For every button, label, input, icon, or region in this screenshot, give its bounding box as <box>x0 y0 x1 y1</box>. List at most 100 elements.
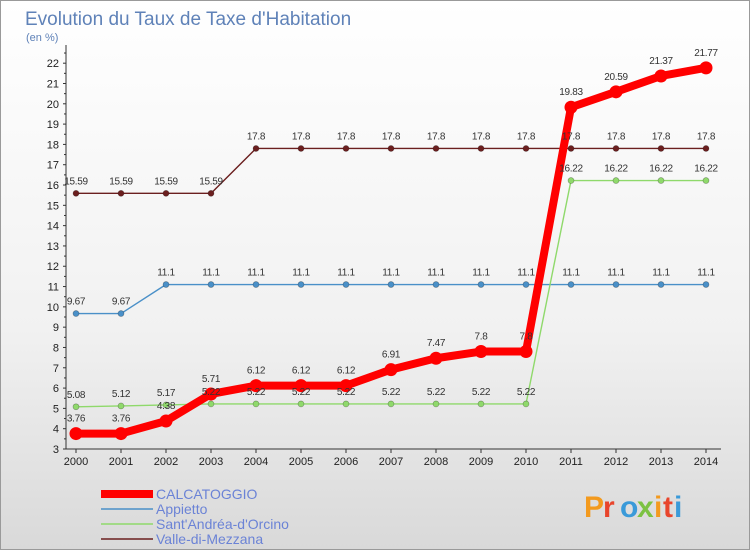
legend-label: Valle-di-Mezzana <box>156 531 263 547</box>
data-point <box>519 345 533 359</box>
data-labels: 3.76 3.76 4.38 5.71 6.12 6.12 6.12 6.91 7.47 7.8 7… <box>64 48 719 425</box>
data-point <box>252 400 260 408</box>
logo-letter: P <box>584 491 604 524</box>
data-point <box>114 427 128 441</box>
y-tick-label: 19 <box>47 119 59 131</box>
y-tick-label: 14 <box>47 221 59 233</box>
data-label: 11.1 <box>562 268 580 279</box>
proxiti-logo: Pr ox i t i <box>584 491 682 524</box>
data-point <box>342 400 350 408</box>
data-point <box>342 281 350 288</box>
y-tick-label: 3 <box>53 444 59 456</box>
data-label: 3.76 <box>112 414 131 425</box>
data-label: 6.12 <box>292 366 311 377</box>
x-tick-label: 2009 <box>469 456 493 468</box>
data-label: 7.8 <box>474 332 488 343</box>
data-label: 15.59 <box>154 176 178 187</box>
data-point <box>162 190 170 197</box>
data-point <box>162 401 170 409</box>
y-tick-label: 20 <box>47 99 59 111</box>
data-point <box>522 400 530 408</box>
logo-letter: i <box>654 491 662 524</box>
data-point <box>252 145 260 152</box>
data-point <box>657 145 665 152</box>
x-tick-label: 2007 <box>379 456 403 468</box>
logo-letter: x <box>637 491 654 524</box>
data-label: 5.22 <box>202 387 221 398</box>
data-point <box>117 402 125 410</box>
data-point <box>477 281 485 288</box>
data-label: 5.71 <box>202 374 221 385</box>
data-label: 11.1 <box>697 268 715 279</box>
data-label: 7.8 <box>519 332 533 343</box>
data-point <box>204 387 218 401</box>
data-point <box>609 85 623 99</box>
data-point <box>699 61 713 75</box>
data-label: 11.1 <box>427 268 445 279</box>
data-point <box>117 310 125 317</box>
data-point <box>294 379 308 393</box>
data-label: 5.22 <box>247 387 266 398</box>
y-tick-label: 18 <box>47 139 59 151</box>
x-tick-label: 2002 <box>154 456 178 468</box>
logo-letter: o <box>620 491 638 524</box>
series-line-0 <box>72 63 710 438</box>
series-layer <box>69 61 713 441</box>
y-tick-label: 7 <box>53 363 59 375</box>
y-tick-label: 12 <box>47 261 59 273</box>
data-point <box>477 400 485 408</box>
data-label: 5.22 <box>337 387 356 398</box>
data-label: 17.8 <box>382 131 401 142</box>
x-tick-label: 2001 <box>109 456 133 468</box>
legend: CALCATOGGIOAppiettoSant'Andréa-d'OrcinoV… <box>101 486 289 547</box>
chart-subtitle: (en %) <box>26 32 58 44</box>
data-label: 11.1 <box>517 268 535 279</box>
y-tick-label: 13 <box>47 241 59 253</box>
data-point <box>339 379 353 393</box>
data-label: 17.8 <box>472 131 491 142</box>
data-point <box>702 177 710 184</box>
data-point <box>567 145 575 152</box>
data-point <box>69 427 83 441</box>
data-point <box>162 281 170 288</box>
y-tick-label: 9 <box>53 322 59 334</box>
data-label: 3.76 <box>67 414 86 425</box>
data-point <box>564 100 578 114</box>
data-label: 9.67 <box>112 297 131 308</box>
data-point <box>387 400 395 408</box>
x-tick-label: 2011 <box>559 456 583 468</box>
data-point <box>612 281 620 288</box>
data-label: 5.22 <box>472 387 491 398</box>
x-tick-label: 2006 <box>334 456 358 468</box>
data-point <box>657 177 665 184</box>
data-label: 15.59 <box>64 176 88 187</box>
data-point <box>612 145 620 152</box>
data-label: 17.8 <box>697 131 716 142</box>
data-point <box>387 145 395 152</box>
data-label: 20.59 <box>604 72 628 83</box>
data-point <box>72 190 80 197</box>
logo-letter: r <box>603 491 615 524</box>
data-point <box>252 281 260 288</box>
data-label: 6.91 <box>382 350 401 361</box>
data-point <box>522 145 530 152</box>
data-label: 11.1 <box>337 268 355 279</box>
data-label: 11.1 <box>292 268 310 279</box>
x-tick-label: 2008 <box>424 456 448 468</box>
data-label: 11.1 <box>247 268 265 279</box>
data-label: 11.1 <box>382 268 400 279</box>
x-tick-label: 2004 <box>244 456 268 468</box>
data-label: 5.08 <box>67 390 86 401</box>
y-tick-label: 16 <box>47 180 59 192</box>
data-point <box>477 145 485 152</box>
x-tick-label: 2013 <box>649 456 673 468</box>
data-point <box>207 281 215 288</box>
data-point <box>387 281 395 288</box>
data-point <box>702 145 710 152</box>
legend-label: CALCATOGGIO <box>156 486 258 502</box>
data-label: 17.8 <box>517 131 536 142</box>
data-label: 5.12 <box>112 389 131 400</box>
data-point <box>567 281 575 288</box>
data-point <box>429 351 443 365</box>
data-point <box>72 403 80 411</box>
